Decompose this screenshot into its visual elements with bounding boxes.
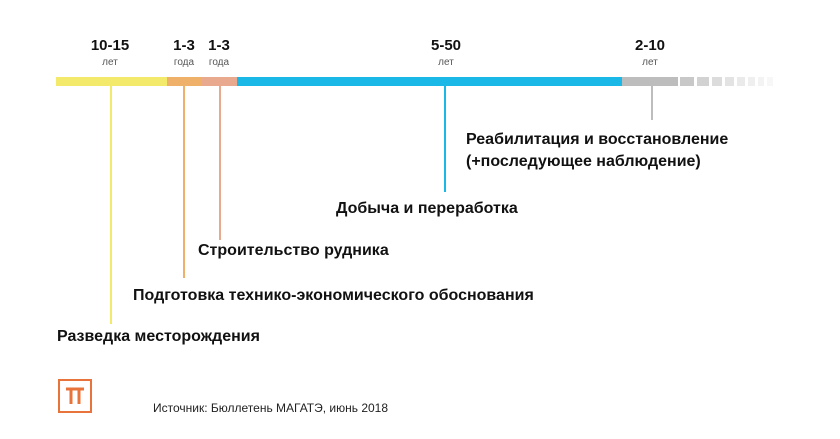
duration-value: 1-3 (173, 37, 195, 54)
connector-remediation (651, 86, 653, 120)
stage-label-remediation-line2: (+последующее наблюдение) (466, 153, 701, 170)
connector-construction (219, 86, 221, 240)
bar-remediation-fade (680, 77, 694, 86)
bar-remediation-fade (748, 77, 755, 86)
duration-value: 10-15 (90, 37, 130, 54)
connector-mining (444, 86, 446, 192)
duration-exploration: 10-15 лет (70, 37, 150, 69)
stage-label-remediation: Реабилитация и восстановление (+последую… (466, 129, 728, 173)
bar-exploration (56, 77, 167, 86)
pi-logo-icon (58, 379, 92, 413)
bar-remediation-fade (767, 77, 773, 86)
bar-construction (202, 77, 237, 86)
bar-mining (237, 77, 622, 86)
stage-label-feasibility: Подготовка технико-экономического обосно… (133, 287, 534, 304)
duration-mining: 5-50 лет (406, 37, 486, 69)
pi-icon (66, 387, 84, 404)
duration-unit: лет (102, 57, 118, 68)
bar-remediation-fade (712, 77, 722, 86)
duration-unit: года (173, 57, 195, 68)
bar-remediation-fade (725, 77, 734, 86)
duration-value: 5-50 (430, 37, 462, 54)
duration-value: 2-10 (634, 37, 666, 54)
connector-exploration (110, 86, 112, 324)
duration-unit: лет (438, 57, 454, 68)
duration-construction: 1-3 года (179, 37, 259, 69)
connector-feasibility (183, 86, 185, 278)
duration-remediation: 2-10 лет (610, 37, 690, 69)
source-note: Источник: Бюллетень МАГАТЭ, июнь 2018 (153, 401, 389, 415)
duration-feasibility: 1-3 года (144, 37, 224, 69)
duration-unit: лет (642, 57, 658, 68)
stage-label-exploration: Разведка месторождения (57, 328, 260, 345)
bar-remediation-fade (697, 77, 709, 86)
bar-feasibility (167, 77, 202, 86)
stage-label-remediation-line1: Реабилитация и восстановление (466, 131, 729, 148)
duration-unit: года (208, 57, 230, 68)
duration-value: 1-3 (208, 37, 230, 54)
bar-remediation-fade (758, 77, 764, 86)
stage-label-mining: Добыча и переработка (336, 200, 518, 217)
stage-label-construction: Строительство рудника (198, 242, 389, 259)
bar-remediation-fade (737, 77, 745, 86)
bar-remediation (622, 77, 678, 86)
